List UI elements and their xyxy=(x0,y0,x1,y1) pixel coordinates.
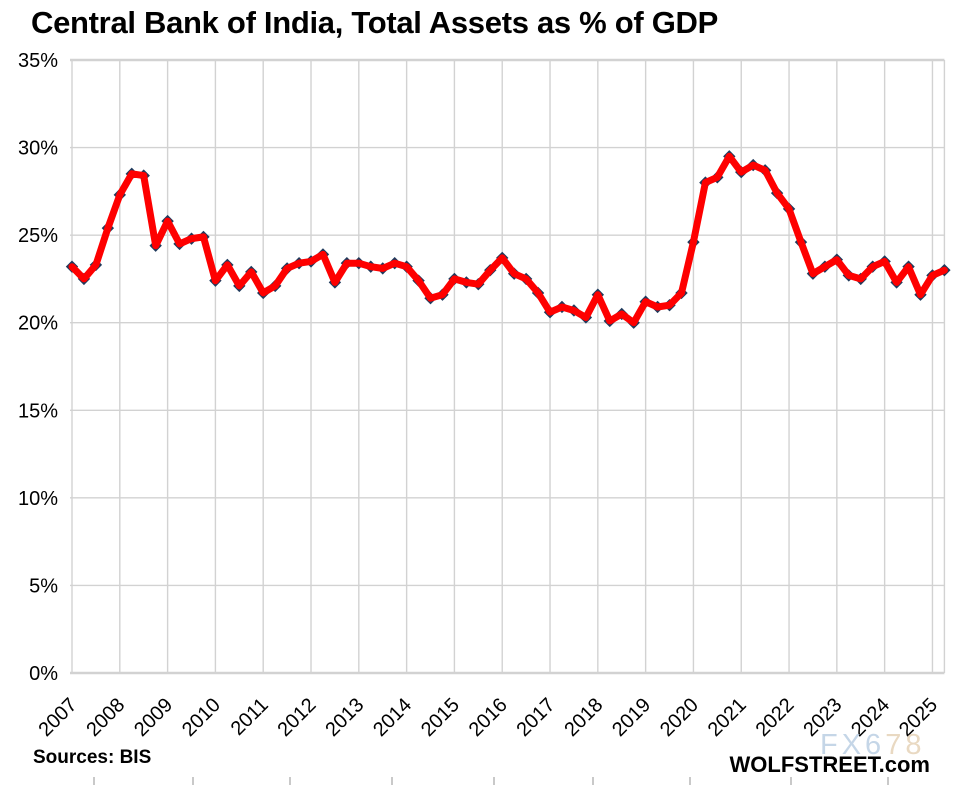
x-axis-label: 2016 xyxy=(465,694,512,741)
x-axis-label: 2012 xyxy=(274,694,321,741)
x-axis-label: 2013 xyxy=(321,694,368,741)
x-axis-label: 2009 xyxy=(130,694,177,741)
x-axis-label: 2022 xyxy=(752,694,799,741)
y-axis-label: 25% xyxy=(18,225,58,247)
y-axis-label: 0% xyxy=(29,663,58,685)
x-axis-label: 2007 xyxy=(35,694,82,741)
y-axis-label: 10% xyxy=(18,488,58,510)
x-axis-label: 2011 xyxy=(227,694,273,740)
y-axis-label: 5% xyxy=(29,575,58,597)
watermark: FX678 xyxy=(820,731,925,760)
y-axis-label: 30% xyxy=(18,138,58,160)
brand-label: WOLFSTREET.com xyxy=(729,752,930,777)
chart-title: Central Bank of India, Total Assets as %… xyxy=(31,5,718,40)
data-line xyxy=(68,152,948,327)
y-axis-label: 20% xyxy=(18,313,58,335)
x-axis-label: 2018 xyxy=(560,694,607,741)
y-axis-label: 35% xyxy=(18,50,58,72)
x-axis-label: 2015 xyxy=(417,694,464,741)
x-axis-label: 2019 xyxy=(608,694,655,741)
watermark-part-tan: 78 xyxy=(885,729,926,761)
x-axis-label: 2014 xyxy=(369,694,416,741)
source-note: Sources: BIS xyxy=(33,747,152,768)
x-axis-label: 2008 xyxy=(82,694,129,741)
x-axis-label: 2010 xyxy=(178,694,225,741)
x-axis-label: 2021 xyxy=(704,694,751,741)
x-axis-label: 2020 xyxy=(656,694,703,741)
x-axis-label: 2017 xyxy=(513,694,560,741)
watermark-part-blue: FX6 xyxy=(820,729,886,761)
y-axis-label: 15% xyxy=(18,400,58,422)
